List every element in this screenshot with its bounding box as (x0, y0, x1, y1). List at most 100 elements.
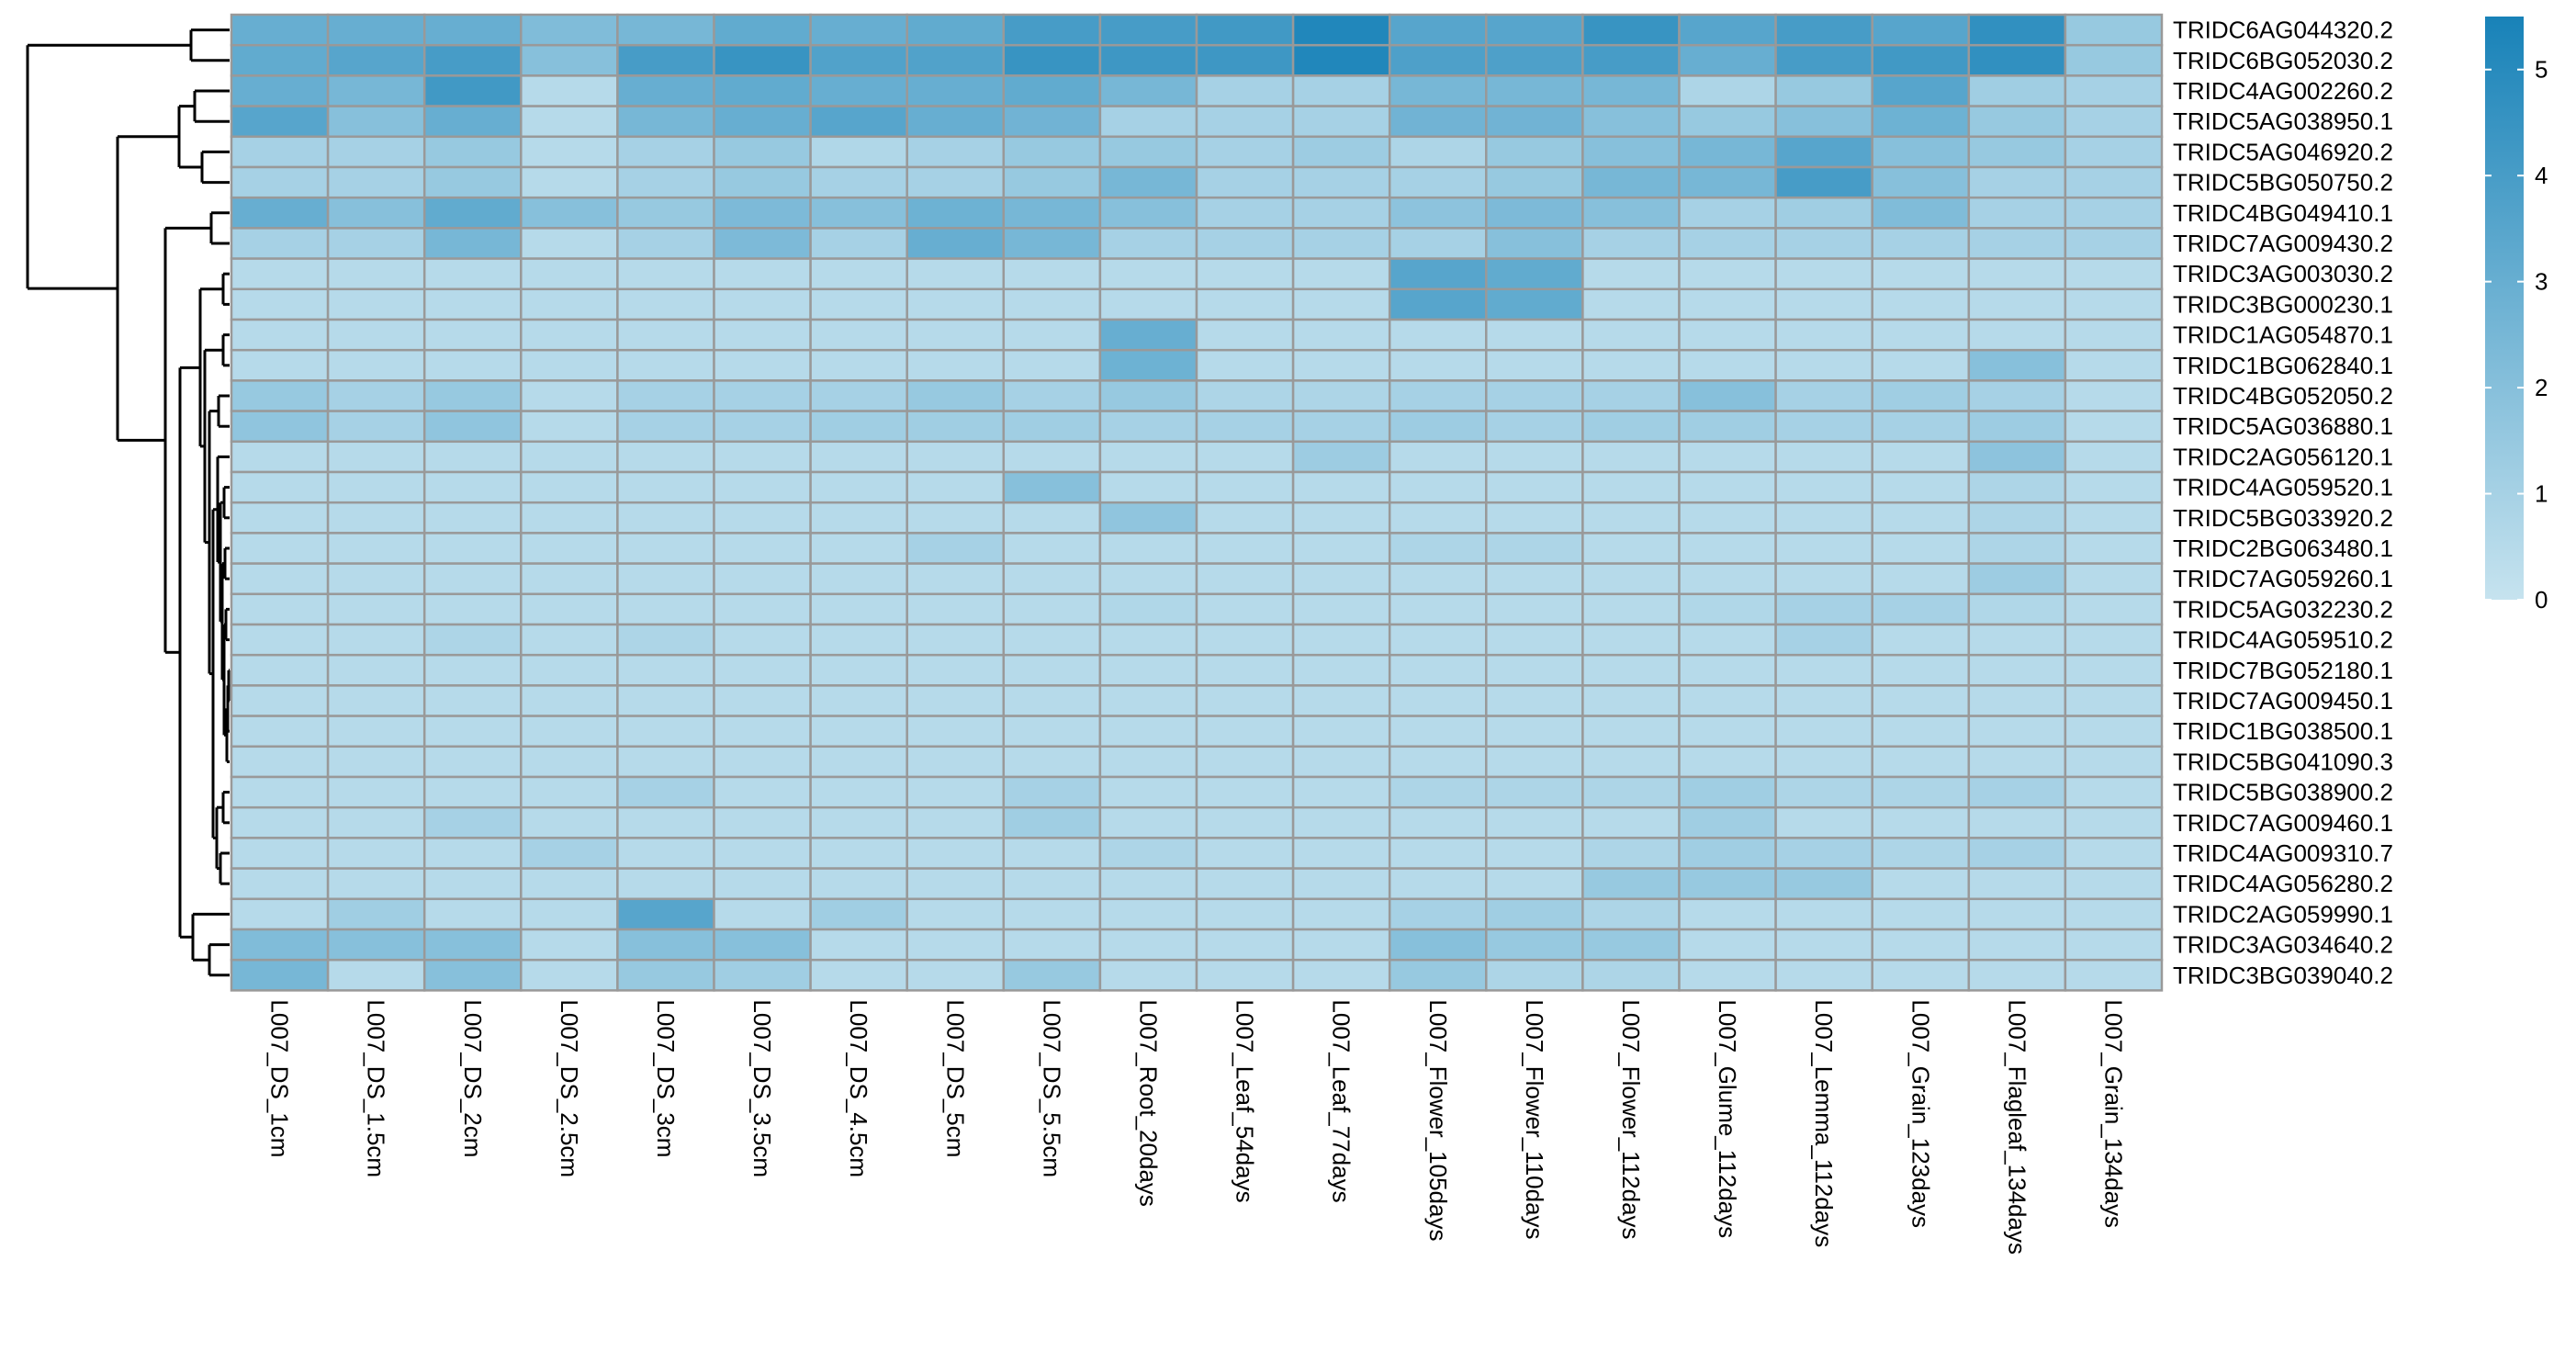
heatmap-cell (1678, 562, 1777, 596)
heatmap-cell (1098, 348, 1198, 382)
heatmap-cell (1002, 805, 1102, 839)
heatmap-cell (1291, 837, 1391, 870)
heatmap-cell (616, 532, 715, 565)
heatmap-cell (1967, 653, 2067, 687)
heatmap-cell (1581, 715, 1681, 749)
heatmap-cell (1678, 227, 1777, 260)
heatmap-cell (1485, 287, 1584, 321)
heatmap-cell (713, 592, 812, 626)
heatmap-cell (2064, 501, 2164, 535)
heatmap-cell (520, 837, 619, 870)
heatmap-cell (1002, 653, 1102, 687)
heatmap-cell (422, 13, 523, 47)
heatmap-cell (1388, 532, 1488, 565)
heatmap-cell (809, 958, 908, 992)
heatmap-cell (1002, 43, 1102, 77)
heatmap-cell (906, 867, 1006, 901)
color-legend: 0 1 2 3 4 5 (2485, 17, 2548, 613)
heatmap-cell (1774, 165, 1873, 199)
heatmap-cell (1098, 287, 1198, 321)
heatmap-cell (1967, 745, 2067, 779)
heatmap-cell (2064, 805, 2164, 839)
heatmap-cell (230, 958, 330, 992)
heatmap-cell (1967, 532, 2067, 565)
heatmap-cell (326, 379, 426, 412)
heatmap-cell (1195, 562, 1295, 596)
heatmap-cell (422, 135, 523, 169)
heatmap-cell (520, 43, 619, 77)
heatmap-cell (230, 532, 330, 565)
heatmap-cell (326, 257, 426, 291)
heatmap-cell (809, 501, 908, 535)
heatmap-cell (1774, 257, 1873, 291)
heatmap-cell (1195, 958, 1295, 992)
heatmap-cell (422, 562, 523, 596)
heatmap-cell (326, 897, 426, 931)
heatmap-cell (713, 653, 812, 687)
heatmap-cell (616, 165, 715, 199)
heatmap-cell (906, 592, 1006, 626)
heatmap-cell (1871, 867, 1971, 901)
heatmap-cell (809, 928, 908, 962)
heatmap-cell (520, 13, 619, 47)
heatmap-cell (1774, 501, 1873, 535)
heatmap-cell (1388, 897, 1488, 931)
heatmap-cell (1678, 440, 1777, 474)
heatmap-cell (1291, 287, 1391, 321)
heatmap-cell (1098, 43, 1198, 77)
heatmap-cell (713, 348, 812, 382)
row-label: TRIDC3BG000230.1 (2173, 290, 2393, 318)
heatmap-cell (1678, 105, 1777, 139)
heatmap-cell (1581, 805, 1681, 839)
heatmap-cell (1098, 379, 1198, 412)
heatmap-cell (1002, 775, 1102, 809)
heatmap-cell (1002, 227, 1102, 260)
heatmap-cell (809, 135, 908, 169)
heatmap-cell (1678, 958, 1777, 992)
heatmap-cell (1195, 470, 1295, 504)
heatmap-cell (326, 653, 426, 687)
heatmap-cell (809, 410, 908, 444)
heatmap-cell (1871, 501, 1971, 535)
heatmap-cell (1291, 43, 1391, 77)
legend-tick-label: 4 (2535, 162, 2548, 189)
heatmap-cell (326, 715, 426, 749)
heatmap-cell (809, 653, 908, 687)
heatmap-cell (809, 43, 908, 77)
heatmap-cell (1098, 196, 1198, 230)
heatmap-cell (1388, 592, 1488, 626)
column-label: L007_DS_3cm (652, 999, 680, 1157)
heatmap-cell (1485, 562, 1584, 596)
column-label: L007_DS_2.5cm (556, 999, 583, 1177)
heatmap-cell (520, 775, 619, 809)
heatmap-cell (1774, 745, 1873, 779)
heatmap-cell (1774, 532, 1873, 565)
heatmap-cell (422, 745, 523, 779)
heatmap-cell (1871, 745, 1971, 779)
heatmap-cell (1002, 165, 1102, 199)
heatmap-cell (1002, 623, 1102, 657)
heatmap-cell (1195, 43, 1295, 77)
heatmap-cell (1291, 470, 1391, 504)
heatmap-cell (713, 532, 812, 565)
heatmap-cell (326, 532, 426, 565)
heatmap-cell (1485, 410, 1584, 444)
heatmap-cell (1581, 74, 1681, 107)
heatmap-cell (230, 196, 330, 230)
heatmap-cell (1485, 227, 1584, 260)
heatmap-cell (520, 562, 619, 596)
heatmap-cell (1871, 897, 1971, 931)
heatmap-cell (1678, 43, 1777, 77)
heatmap-cell (713, 623, 812, 657)
row-labels: TRIDC6AG044320.2 TRIDC6BG052030.2 TRIDC4AG… (2173, 17, 2393, 989)
heatmap-cell (520, 379, 619, 412)
heatmap-cell (230, 287, 330, 321)
heatmap-cell (906, 715, 1006, 749)
heatmap-cell (326, 410, 426, 444)
heatmap-cell (1098, 74, 1198, 107)
heatmap-cell (1195, 897, 1295, 931)
heatmap-cell (326, 592, 426, 626)
column-label: L007_Flower_105days (1424, 999, 1452, 1241)
heatmap-cell (1002, 257, 1102, 291)
column-label: L007_Leaf_77days (1328, 999, 1355, 1202)
